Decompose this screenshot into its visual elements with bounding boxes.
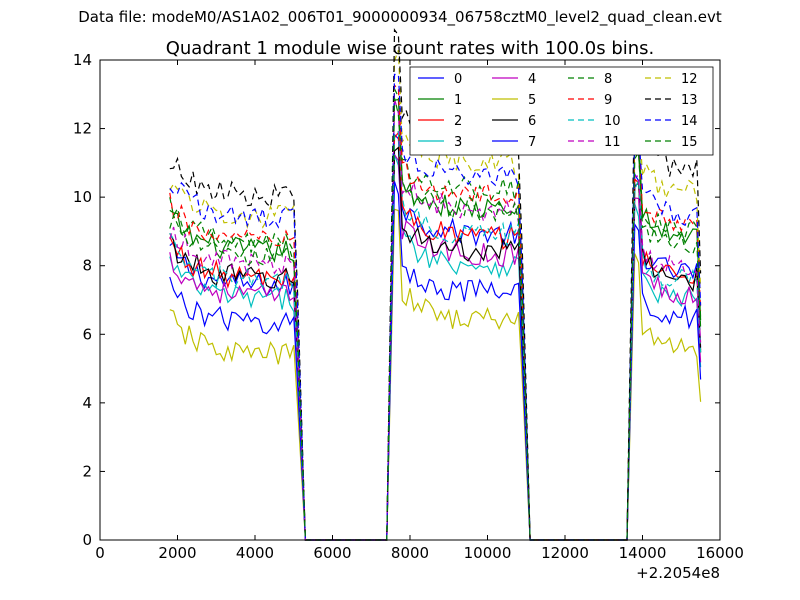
legend-label: 11 — [604, 135, 621, 150]
series-line-6 — [169, 146, 702, 541]
x-tick-label: 6000 — [313, 544, 351, 562]
series-line-8 — [169, 88, 702, 541]
legend-label: 5 — [528, 93, 536, 108]
x-offset-label: +2.2054e8 — [636, 564, 720, 582]
series-layer — [169, 28, 702, 541]
tick-layer: 0 2000 4000 6000 8000 10000 12000 14000 16000 0 2 4… — [73, 51, 744, 562]
y-tick-label: 12 — [73, 120, 92, 138]
series-line-4 — [169, 152, 702, 541]
figure-suptitle: Data file: modeM0/AS1A02_006T01_90000009… — [78, 8, 722, 26]
x-tick-label: 2000 — [158, 544, 196, 562]
chart-title: Quadrant 1 module wise count rates with … — [166, 38, 655, 59]
legend-label: 14 — [681, 114, 698, 129]
y-tick-label: 2 — [82, 462, 92, 480]
series-line-15 — [169, 98, 702, 541]
series-line-1 — [169, 98, 702, 541]
x-tick-label: 8000 — [391, 544, 429, 562]
legend-label: 6 — [528, 114, 536, 129]
legend-label: 15 — [681, 135, 698, 150]
legend-label: 7 — [528, 135, 536, 150]
y-tick-label: 4 — [82, 394, 92, 412]
y-tick-label: 10 — [73, 188, 92, 206]
legend-label: 2 — [454, 114, 462, 129]
x-tick-label: 16000 — [696, 544, 744, 562]
series-line-11 — [169, 98, 702, 541]
series-line-7 — [169, 181, 702, 541]
y-tick-label: 0 — [82, 531, 92, 549]
series-line-2 — [169, 130, 702, 541]
x-tick-label: 10000 — [464, 544, 512, 562]
legend-label: 8 — [604, 72, 612, 87]
legend-box — [409, 66, 714, 156]
series-line-14 — [169, 73, 702, 541]
legend-label: 10 — [604, 114, 621, 129]
legend-label: 9 — [604, 93, 612, 108]
legend-label: 4 — [528, 72, 536, 87]
x-tick-label: 0 — [95, 544, 105, 562]
x-tick-label: 4000 — [236, 544, 274, 562]
y-tick-label: 8 — [82, 257, 92, 275]
y-tick-label: 14 — [73, 51, 92, 69]
series-line-5 — [169, 208, 702, 541]
legend-label: 3 — [454, 135, 462, 150]
legend-label: 13 — [681, 93, 698, 108]
series-line-9 — [169, 84, 702, 541]
legend-label: 1 — [454, 93, 462, 108]
series-line-3 — [169, 154, 702, 541]
y-tick-label: 6 — [82, 325, 92, 343]
x-tick-label: 12000 — [541, 544, 589, 562]
legend-label: 0 — [454, 72, 462, 87]
series-line-10 — [169, 130, 702, 541]
legend-label: 12 — [681, 72, 698, 87]
x-tick-label: 14000 — [619, 544, 667, 562]
